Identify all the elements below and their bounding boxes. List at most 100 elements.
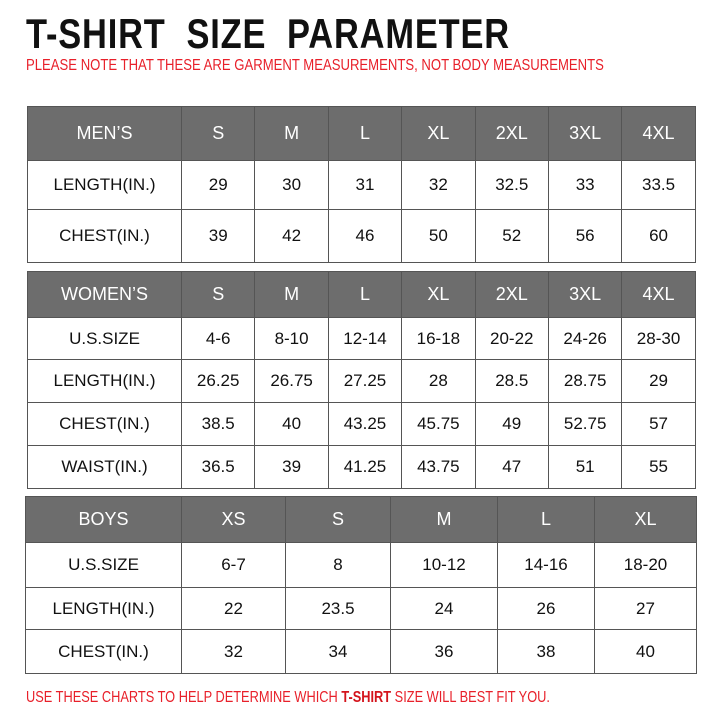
measurement-cell: 27 — [594, 587, 697, 630]
footer-text: USE THESE CHARTS TO HELP DETERMINE WHICH — [26, 689, 342, 706]
measurement-cell: 31 — [327, 160, 403, 210]
measurement-cell: 43.75 — [401, 445, 476, 489]
table-row: LENGTH(IN.) 29 30 31 32 32.5 33 33.5 — [27, 160, 696, 210]
measurement-cell: 47 — [474, 445, 549, 489]
measurement-cell: 6-7 — [181, 542, 286, 588]
table-header-row: MEN’S S M L XL 2XL 3XL 4XL — [27, 106, 696, 161]
measurement-cell: 4-6 — [180, 317, 256, 360]
size-header: S — [285, 496, 391, 543]
measurement-cell: 12-14 — [327, 317, 403, 360]
measurement-cell: 14-16 — [497, 542, 595, 588]
size-header: M — [254, 271, 329, 318]
size-header: XL — [594, 496, 697, 543]
size-header: L — [497, 496, 595, 543]
size-header: L — [327, 271, 403, 318]
measurement-cell: 46 — [327, 209, 403, 263]
measurement-cell: 52.75 — [547, 402, 623, 446]
measurement-cell: 40 — [254, 402, 329, 446]
measurement-cell: 38 — [497, 629, 595, 674]
size-header: XL — [401, 106, 476, 161]
row-label: LENGTH(IN.) — [27, 160, 182, 210]
measurement-cell: 33.5 — [621, 160, 696, 210]
size-header: 3XL — [547, 271, 623, 318]
measurement-cell: 28.75 — [547, 359, 623, 403]
measurement-cell: 32 — [181, 629, 286, 674]
measurement-cell: 36 — [390, 629, 498, 674]
footer-text-end: SIZE WILL BEST FIT YOU. — [391, 689, 550, 706]
category-header: BOYS — [25, 496, 182, 543]
size-header: 4XL — [621, 106, 696, 161]
measurement-cell: 30 — [254, 160, 329, 210]
measurement-cell: 36.5 — [180, 445, 256, 489]
footer-emphasis: T-SHIRT — [341, 689, 392, 706]
measurement-cell: 42 — [254, 209, 329, 263]
measurement-cell: 60 — [621, 209, 696, 263]
table-header-row: BOYS XS S M L XL — [25, 496, 697, 543]
table-row: LENGTH(IN.) 26.25 26.75 27.25 28 28.5 28.75 29 — [27, 359, 696, 403]
row-label: CHEST(IN.) — [25, 629, 182, 674]
measurement-cell: 38.5 — [180, 402, 256, 446]
row-label: WAIST(IN.) — [27, 445, 182, 489]
measurement-cell: 26.75 — [254, 359, 329, 403]
size-header: XL — [401, 271, 476, 318]
category-header: MEN’S — [27, 106, 182, 161]
measurement-cell: 27.25 — [327, 359, 403, 403]
size-header: 2XL — [474, 106, 549, 161]
measurement-cell: 18-20 — [594, 542, 697, 588]
category-header: WOMEN’S — [27, 271, 182, 318]
measurement-cell: 28.5 — [474, 359, 549, 403]
measurement-cell: 57 — [621, 402, 696, 446]
womens-size-table: WOMEN’S S M L XL 2XL 3XL 4XL U.S.SIZE 4-6 8-10 12-1… — [27, 271, 696, 489]
measurement-cell: 29 — [621, 359, 696, 403]
measurement-cell: 29 — [180, 160, 256, 210]
table-row: U.S.SIZE 4-6 8-10 12-14 16-18 20-22 24-26 28-30 — [27, 317, 696, 360]
table-row: CHEST(IN.) 32 34 36 38 40 — [25, 629, 697, 674]
row-label: LENGTH(IN.) — [27, 359, 182, 403]
size-header: 4XL — [621, 271, 696, 318]
measurement-cell: 56 — [547, 209, 623, 263]
measurement-cell: 23.5 — [285, 587, 391, 630]
size-header: M — [254, 106, 329, 161]
table-row: CHEST(IN.) 39 42 46 50 52 56 60 — [27, 209, 696, 263]
measurement-cell: 51 — [547, 445, 623, 489]
measurement-cell: 10-12 — [390, 542, 498, 588]
measurement-cell: 26 — [497, 587, 595, 630]
measurement-cell: 24-26 — [547, 317, 623, 360]
row-label: U.S.SIZE — [25, 542, 182, 588]
measurement-cell: 55 — [621, 445, 696, 489]
measurement-cell: 49 — [474, 402, 549, 446]
measurement-cell: 39 — [180, 209, 256, 263]
garment-note: PLEASE NOTE THAT THESE ARE GARMENT MEASU… — [26, 57, 604, 74]
measurement-cell: 34 — [285, 629, 391, 674]
measurement-cell: 50 — [401, 209, 476, 263]
measurement-cell: 52 — [474, 209, 549, 263]
measurement-cell: 26.25 — [180, 359, 256, 403]
footer-note: USE THESE CHARTS TO HELP DETERMINE WHICH… — [26, 688, 550, 707]
size-header: XS — [181, 496, 286, 543]
measurement-cell: 41.25 — [327, 445, 403, 489]
row-label: U.S.SIZE — [27, 317, 182, 360]
row-label: CHEST(IN.) — [27, 209, 182, 263]
table-row: WAIST(IN.) 36.5 39 41.25 43.75 47 51 55 — [27, 445, 696, 489]
size-header: M — [390, 496, 498, 543]
size-header: S — [180, 271, 256, 318]
measurement-cell: 28 — [401, 359, 476, 403]
row-label: LENGTH(IN.) — [25, 587, 182, 630]
size-header: L — [327, 106, 403, 161]
measurement-cell: 8 — [285, 542, 391, 588]
measurement-cell: 22 — [181, 587, 286, 630]
measurement-cell: 16-18 — [401, 317, 476, 360]
measurement-cell: 28-30 — [621, 317, 696, 360]
page-title: T-SHIRT SIZE PARAMETER — [26, 10, 511, 57]
measurement-cell: 20-22 — [474, 317, 549, 360]
measurement-cell: 32.5 — [474, 160, 549, 210]
measurement-cell: 39 — [254, 445, 329, 489]
measurement-cell: 32 — [401, 160, 476, 210]
boys-size-table: BOYS XS S M L XL U.S.SIZE 6-7 8 10-12 14-16 18-20 LE… — [25, 496, 697, 674]
table-header-row: WOMEN’S S M L XL 2XL 3XL 4XL — [27, 271, 696, 318]
size-header: 2XL — [474, 271, 549, 318]
measurement-cell: 33 — [547, 160, 623, 210]
measurement-cell: 24 — [390, 587, 498, 630]
measurement-cell: 8-10 — [254, 317, 329, 360]
mens-size-table: MEN’S S M L XL 2XL 3XL 4XL LENGTH(IN.) 29 30 31 32 32… — [27, 106, 696, 263]
